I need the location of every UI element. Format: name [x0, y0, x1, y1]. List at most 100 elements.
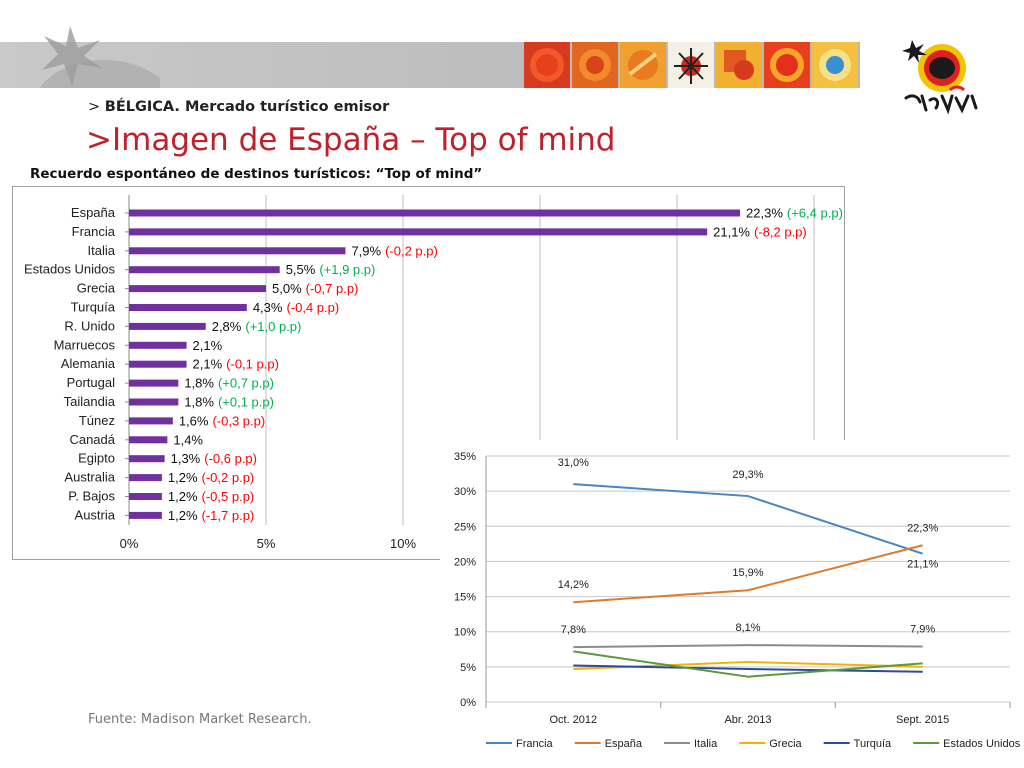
bar — [129, 455, 165, 463]
decorative-tiles — [524, 42, 860, 88]
y-tick-label: 0% — [460, 697, 476, 709]
change-label: (-0,2 p.p) — [202, 470, 255, 485]
legend-label: Italia — [694, 738, 718, 750]
value-label: 1,8% — [184, 395, 214, 410]
bar — [129, 247, 346, 255]
change-label: (+0,1 p.p) — [218, 395, 274, 410]
category-label: Egipto — [78, 451, 115, 466]
data-label: 29,3% — [732, 469, 763, 481]
data-label: 8,1% — [735, 622, 760, 634]
change-label: (+1,0 p.p) — [245, 319, 301, 334]
value-label: 5,0% — [272, 281, 302, 296]
bar — [129, 322, 206, 330]
y-tick-label: 15% — [454, 592, 476, 604]
legend-label: Turquía — [854, 738, 892, 750]
line-chart: 0% 5% 10% 15% 20% 25% 30% 35% Oct. 2012 Abr. 2013… — [440, 440, 1024, 768]
category-label: Australia — [64, 470, 115, 485]
category-label: Grecia — [77, 281, 116, 296]
x-tick-label: 10% — [390, 536, 416, 551]
bar — [129, 360, 187, 368]
value-label: 1,3% — [171, 451, 201, 466]
legend-label: Francia — [516, 738, 554, 750]
page-title: >Imagen de España – Top of mind — [86, 122, 616, 158]
source-note: Fuente: Madison Market Research. — [88, 712, 312, 727]
bar — [129, 436, 168, 444]
bar-chart-title: Recuerdo espontáneo de destinos turístic… — [30, 166, 483, 182]
x-tick-label: Sept. 2015 — [896, 714, 949, 726]
bar — [129, 266, 280, 274]
breadcrumb-prefix: > — [88, 99, 101, 115]
sun-watermark-icon — [40, 26, 160, 88]
category-label: Francia — [72, 224, 116, 239]
change-label: (+1,9 p.p) — [319, 262, 375, 277]
data-label: 22,3% — [907, 522, 938, 534]
change-label: (-0,3 p.p) — [212, 413, 265, 428]
value-label: 2,1% — [193, 338, 223, 353]
value-label: 4,3% — [253, 300, 283, 315]
category-label: P. Bajos — [68, 489, 115, 504]
category-label: Turquía — [71, 300, 116, 315]
y-tick-label: 35% — [454, 451, 476, 463]
value-label: 1,4% — [173, 432, 203, 447]
value-label: 5,5% — [286, 262, 316, 277]
spain-logo-icon — [902, 40, 978, 115]
bar — [129, 417, 173, 425]
category-label: Portugal — [67, 375, 116, 390]
value-label: 1,8% — [184, 376, 214, 391]
value-label: 2,1% — [193, 357, 223, 372]
value-label: 21,1% — [713, 224, 750, 239]
bar — [129, 511, 162, 519]
change-label: (-1,7 p.p) — [202, 508, 255, 523]
series-line — [573, 664, 923, 673]
bar — [129, 398, 179, 406]
change-label: (-8,2 p.p) — [754, 224, 807, 239]
x-tick-label: 5% — [257, 536, 276, 551]
category-label: Estados Unidos — [24, 262, 116, 277]
value-label: 1,2% — [168, 489, 198, 504]
category-label: Canadá — [69, 432, 115, 447]
x-tick-label: 0% — [120, 536, 139, 551]
value-label: 1,2% — [168, 470, 198, 485]
data-label: 21,1% — [907, 559, 938, 571]
y-tick-label: 30% — [454, 486, 476, 498]
value-label: 7,9% — [351, 243, 381, 258]
sun-tile-icon — [572, 42, 618, 88]
series-line — [573, 644, 923, 649]
y-tick-label: 10% — [454, 627, 476, 639]
change-label: (+0,7 p.p) — [218, 376, 274, 391]
change-label: (-0,7 p.p) — [306, 281, 359, 296]
value-label: 1,6% — [179, 413, 209, 428]
category-label: Túnez — [79, 413, 115, 428]
bar — [129, 474, 162, 482]
change-label: (-0,1 p.p) — [226, 357, 279, 372]
series-line — [573, 483, 923, 555]
y-tick-label: 5% — [460, 662, 476, 674]
category-label: España — [71, 205, 116, 220]
bar — [129, 493, 162, 500]
sun-tile-icon — [668, 42, 714, 88]
data-label: 7,9% — [910, 623, 935, 635]
change-label: (-0,6 p.p) — [204, 451, 257, 466]
change-label: (+6,4 p.p) — [787, 206, 843, 221]
series-line — [573, 544, 923, 604]
change-label: (-0,4 p.p) — [286, 300, 339, 315]
data-label: 15,9% — [732, 567, 763, 579]
data-label: 14,2% — [558, 579, 589, 591]
legend-label: España — [605, 738, 643, 750]
x-tick-label: Abr. 2013 — [724, 714, 771, 726]
value-label: 22,3% — [746, 206, 783, 221]
category-label: Italia — [88, 243, 116, 258]
category-label: Alemania — [61, 356, 116, 371]
sun-tile-icon — [716, 42, 762, 88]
category-label: Austria — [75, 507, 116, 522]
bar — [129, 379, 179, 387]
change-label: (-0,5 p.p) — [202, 489, 255, 504]
value-label: 2,8% — [212, 319, 242, 334]
change-label: (-0,2 p.p) — [385, 243, 438, 258]
y-tick-label: 25% — [454, 521, 476, 533]
bar — [129, 209, 741, 217]
y-tick-label: 20% — [454, 556, 476, 568]
sun-tile-icon — [764, 42, 810, 88]
data-label: 31,0% — [558, 457, 589, 469]
legend-label: Grecia — [769, 738, 802, 750]
